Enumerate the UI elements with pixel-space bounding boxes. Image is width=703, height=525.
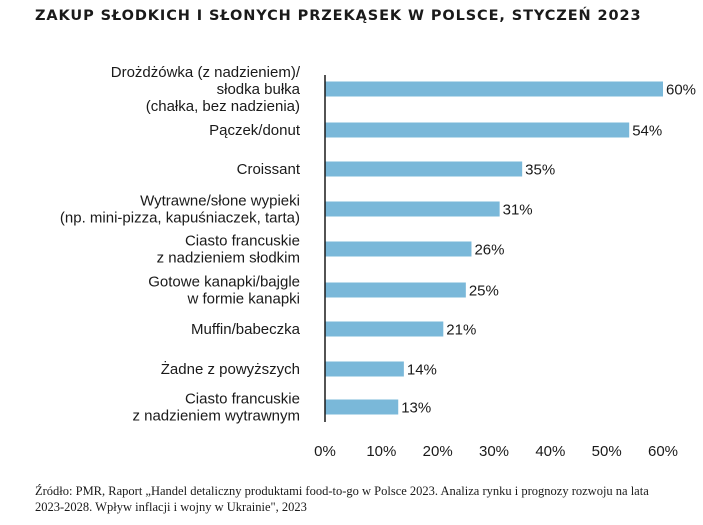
- category-label: Ciasto francuskie: [185, 391, 300, 408]
- category-label: Drożdżówka (z nadzieniem)/: [111, 64, 301, 81]
- x-tick-label: 30%: [479, 443, 509, 460]
- bar-chart: 60% Drożdżówka (z nadzieniem)/słodka bułk…: [60, 64, 696, 460]
- x-tick-label: 10%: [366, 443, 396, 460]
- chart-title: ZAKUP SŁODKICH I SŁONYCH PRZEKĄSEK W POL…: [35, 8, 642, 24]
- bar: [325, 241, 472, 257]
- bar: [325, 81, 663, 97]
- category-label: Ciasto francuskie: [185, 233, 300, 250]
- x-tick-label: 0%: [314, 443, 336, 460]
- x-tick-label: 40%: [535, 443, 565, 460]
- bar: [325, 122, 630, 138]
- bar: [325, 282, 466, 298]
- bar: [325, 321, 444, 337]
- category-label: Żadne z powyższych: [161, 360, 300, 378]
- bar: [325, 361, 404, 377]
- bar: [325, 201, 500, 217]
- category-label: w formie kanapki: [186, 291, 300, 308]
- x-tick-label: 20%: [423, 443, 453, 460]
- category-label: słodka bułka: [217, 81, 301, 98]
- bar: [325, 161, 523, 177]
- data-label: 14%: [407, 362, 437, 379]
- category-label: Croissant: [237, 161, 301, 178]
- data-label: 25%: [469, 283, 499, 300]
- data-label: 54%: [632, 123, 662, 140]
- category-label: (chałka, bez nadzienia): [146, 98, 300, 115]
- category-label: Muffin/babeczka: [191, 321, 301, 338]
- bar: [325, 399, 399, 415]
- data-label: 21%: [446, 322, 476, 339]
- x-tick-label: 60%: [648, 443, 678, 460]
- category-label: (np. mini-pizza, kapuśniaczek, tarta): [60, 210, 300, 227]
- source-note: Źródło: PMR, Raport „Handel detaliczny p…: [35, 484, 649, 514]
- data-label: 35%: [525, 162, 555, 179]
- category-label: z nadzieniem słodkim: [157, 250, 300, 267]
- data-label: 31%: [503, 202, 533, 219]
- x-tick-label: 50%: [592, 443, 622, 460]
- category-label: z nadzieniem wytrawnym: [132, 408, 300, 425]
- data-label: 60%: [666, 82, 696, 99]
- data-label: 13%: [401, 400, 431, 417]
- category-label: Wytrawne/słone wypieki: [140, 193, 300, 210]
- category-label: Gotowe kanapki/bajgle: [148, 274, 300, 291]
- category-label: Pączek/donut: [209, 122, 301, 139]
- data-label: 26%: [474, 242, 504, 259]
